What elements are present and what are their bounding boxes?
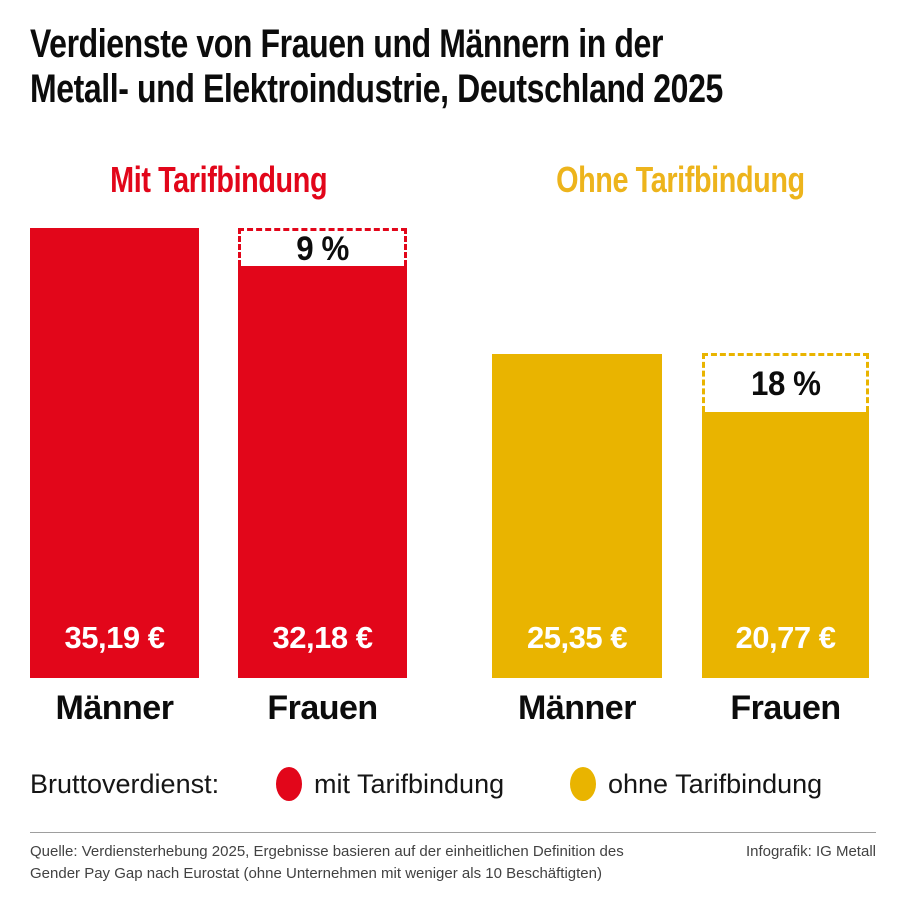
footer: Quelle: Verdiensterhebung 2025, Ergebnis… (30, 832, 876, 885)
bar-column-ohnetarif-frauen: 18 % 20,77 € Frauen (702, 228, 869, 727)
bar-tarif-frauen: 32,18 € (238, 266, 407, 678)
pay-gap-label: 9 % (296, 229, 349, 268)
legend: Bruttoverdienst: mit Tarifbindung ohne T… (0, 760, 900, 808)
pay-gap-label: 18 % (750, 365, 821, 403)
pay-gap-box-ohnetarif: 18 % (702, 353, 869, 412)
legend-item-mit-tarifbindung: mit Tarifbindung (276, 760, 504, 808)
legend-item-label: mit Tarifbindung (314, 768, 505, 799)
group-heading-text: Ohne Tarifbindung (556, 159, 805, 200)
legend-item-label: ohne Tarifbindung (608, 768, 823, 799)
group-heading-text: Mit Tarifbindung (109, 159, 327, 200)
bar-ohnetarif-frauen: 20,77 € (702, 412, 869, 678)
red-dot-icon (276, 767, 302, 801)
legend-item-ohne-tarifbindung: ohne Tarifbindung (570, 760, 822, 808)
bar-tarif-maenner: 35,19 € (30, 228, 199, 678)
credit-text: Infografik: IG Metall (745, 843, 876, 860)
bar-ohnetarif-maenner: 25,35 € (492, 354, 662, 678)
bar-category-label: Frauen (730, 689, 841, 727)
bar-category-label: Männer (518, 689, 636, 727)
bar-value-label: 35,19 € (64, 620, 165, 655)
group-heading-ohne-tarifbindung: Ohne Tarifbindung (492, 159, 869, 201)
bar-column-tarif-maenner: 35,19 € Männer (30, 228, 199, 727)
gold-dot-icon (570, 767, 596, 801)
source-text: Quelle: Verdiensterhebung 2025, Ergebnis… (30, 843, 624, 882)
bar-value-label: 25,35 € (527, 620, 627, 655)
pay-gap-box-tarif: 9 % (238, 228, 407, 266)
bar-column-ohnetarif-maenner: 25,35 € Männer (492, 228, 662, 727)
page-title: Verdienste von Frauen und Männern in der… (30, 22, 723, 111)
bar-column-tarif-frauen: 9 % 32,18 € Frauen (238, 228, 407, 727)
group-heading-mit-tarifbindung: Mit Tarifbindung (30, 159, 407, 201)
bar-value-label: 20,77 € (735, 620, 836, 655)
legend-title: Bruttoverdienst: (30, 768, 220, 799)
bar-value-label: 32,18 € (272, 620, 373, 655)
bar-category-label: Männer (55, 689, 174, 727)
bar-category-label: Frauen (267, 689, 378, 727)
